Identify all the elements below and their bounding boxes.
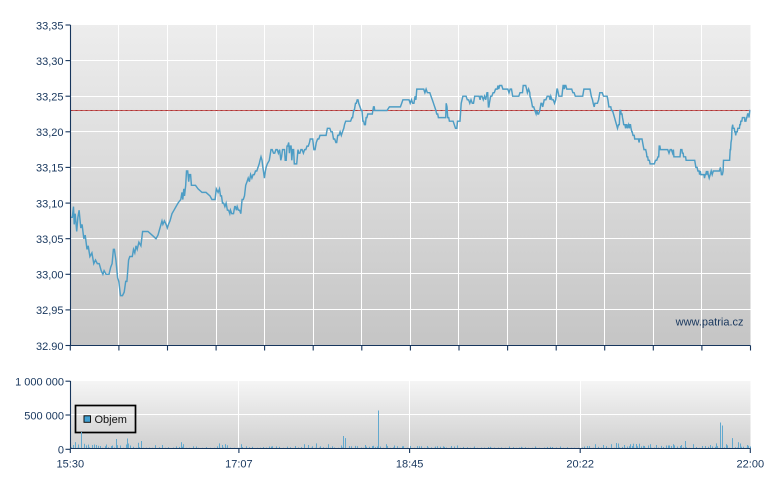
svg-text:500 000: 500 000 <box>24 410 64 422</box>
svg-text:20:22: 20:22 <box>566 459 594 471</box>
svg-text:Objem: Objem <box>95 414 127 426</box>
svg-text:15:30: 15:30 <box>57 459 85 471</box>
svg-text:33,00: 33,00 <box>36 270 64 282</box>
svg-text:1 000 000: 1 000 000 <box>15 377 64 389</box>
svg-text:32.90: 32.90 <box>36 341 64 353</box>
svg-text:33,15: 33,15 <box>36 163 64 175</box>
svg-text:33,05: 33,05 <box>36 234 64 246</box>
svg-text:32,95: 32,95 <box>36 305 64 317</box>
svg-text:www.patria.cz: www.patria.cz <box>675 317 744 329</box>
svg-text:22:00: 22:00 <box>737 459 765 471</box>
svg-text:17:07: 17:07 <box>225 459 253 471</box>
svg-text:33,35: 33,35 <box>36 20 64 32</box>
svg-text:33,25: 33,25 <box>36 92 64 104</box>
svg-text:33,30: 33,30 <box>36 56 64 68</box>
svg-text:0: 0 <box>58 445 64 457</box>
svg-text:33,10: 33,10 <box>36 198 64 210</box>
svg-text:33,20: 33,20 <box>36 127 64 139</box>
svg-text:18:45: 18:45 <box>396 459 424 471</box>
